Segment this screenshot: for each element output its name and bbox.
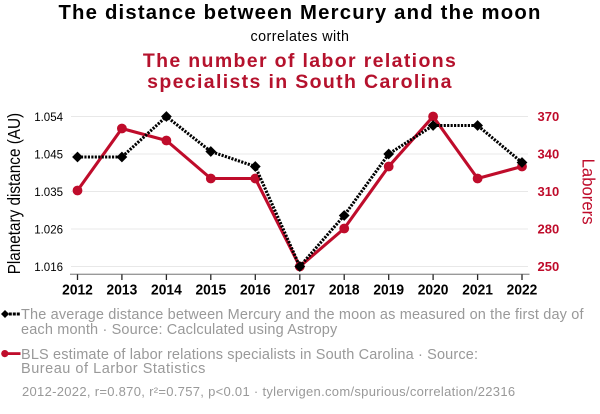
svg-text:1.035: 1.035 <box>34 187 63 199</box>
svg-text:2012: 2012 <box>62 282 93 299</box>
svg-text:310: 310 <box>538 184 560 199</box>
svg-text:370: 370 <box>538 109 560 124</box>
svg-text:Planetary distance (AU): Planetary distance (AU) <box>4 113 24 274</box>
svg-text:280: 280 <box>538 222 560 237</box>
svg-text:2022: 2022 <box>507 282 538 299</box>
svg-text:1.045: 1.045 <box>34 149 63 161</box>
svg-text:1.016: 1.016 <box>34 262 63 274</box>
svg-text:2015: 2015 <box>195 282 226 299</box>
svg-text:2013: 2013 <box>107 282 138 299</box>
svg-text:2019: 2019 <box>373 282 404 299</box>
svg-text:2020: 2020 <box>418 282 449 299</box>
svg-text:2017: 2017 <box>284 282 315 299</box>
svg-text:2016: 2016 <box>240 282 271 299</box>
svg-text:340: 340 <box>538 147 560 162</box>
svg-text:1.054: 1.054 <box>34 112 63 124</box>
svg-text:2018: 2018 <box>329 282 360 299</box>
svg-text:Laborers: Laborers <box>578 159 597 225</box>
svg-text:1.026: 1.026 <box>34 224 63 236</box>
svg-text:2021: 2021 <box>462 282 493 299</box>
svg-text:250: 250 <box>538 259 560 274</box>
svg-text:2014: 2014 <box>151 282 182 299</box>
